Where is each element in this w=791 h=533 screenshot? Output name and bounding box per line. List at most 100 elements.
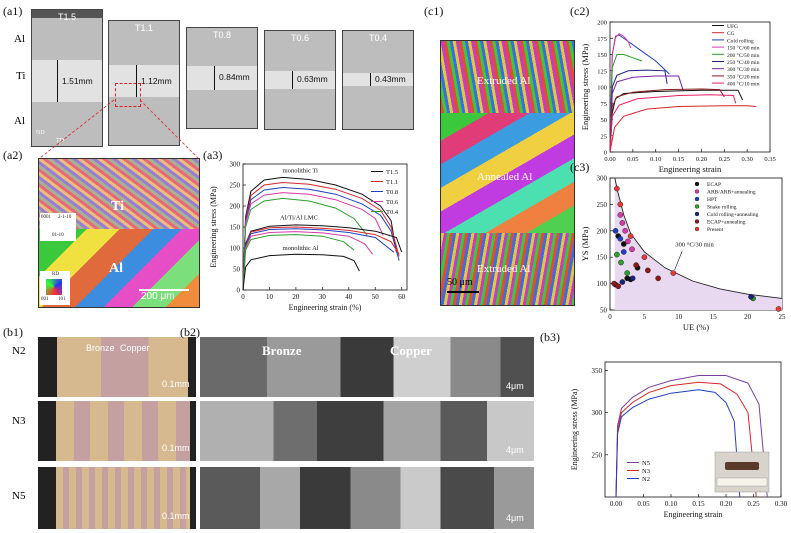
data-point bbox=[641, 254, 648, 260]
x-tick-label: 0.20 bbox=[696, 156, 707, 163]
cross-section-t15: T1.5 1.51mm ND TD bbox=[31, 9, 103, 147]
series-line bbox=[609, 75, 684, 153]
zoom-region-box bbox=[115, 83, 141, 107]
data-point bbox=[624, 270, 631, 276]
y-tick-label: 300 bbox=[230, 161, 241, 169]
x-tick-label: 0.25 bbox=[747, 500, 760, 508]
x-tick-label: 50 bbox=[372, 293, 380, 301]
y-tick-label: 150 bbox=[597, 254, 608, 262]
legend-label: 400 °C/10 min bbox=[727, 81, 760, 88]
annotation-arrow bbox=[674, 250, 683, 270]
row-label-n5: N5 bbox=[12, 490, 26, 502]
series-line bbox=[609, 69, 668, 153]
legend-label: 250 °C/40 min bbox=[727, 59, 760, 66]
legend-marker bbox=[694, 181, 700, 187]
legend-label: N5 bbox=[642, 460, 650, 467]
data-point bbox=[618, 259, 624, 266]
legend-label: T1.5 bbox=[386, 169, 398, 176]
specimen-shape bbox=[725, 462, 759, 470]
panel-label-c1: (c1) bbox=[424, 4, 444, 18]
scale-bar-label: 4μm bbox=[506, 381, 524, 391]
chart-annotation: 300 °C/30 min bbox=[675, 242, 714, 249]
series-line bbox=[242, 181, 400, 291]
series-line bbox=[242, 176, 397, 291]
y-tick-label: 50 bbox=[601, 117, 608, 124]
x-tick-label: 0.10 bbox=[665, 500, 678, 508]
data-point bbox=[617, 201, 624, 208]
data-point bbox=[615, 283, 622, 290]
legend-label: 350 °C/20 min bbox=[727, 73, 760, 80]
y-tick-label: 250 bbox=[592, 451, 603, 459]
legend-marker bbox=[694, 189, 700, 194]
data-point bbox=[617, 235, 624, 242]
x-tick-label: 30 bbox=[319, 293, 327, 301]
ipf-legend-hex: 0001 2-1-10 01-10 bbox=[40, 213, 76, 241]
data-point bbox=[748, 294, 754, 300]
legend-label: 150 °C/60 min bbox=[727, 45, 760, 52]
panel-label-b3: (b3) bbox=[540, 330, 560, 344]
chart-annotation: monolithic Al bbox=[283, 245, 319, 252]
thickness-arrow bbox=[57, 60, 58, 102]
panel-label-b2: (b2) bbox=[180, 325, 200, 339]
layer-label-al-bottom: Al bbox=[14, 115, 25, 127]
chart-annotation: Al/Ti/Al LMC bbox=[280, 214, 318, 221]
data-point bbox=[670, 270, 677, 276]
panel-label-b1: (b1) bbox=[3, 325, 23, 339]
legend-label: T0.4 bbox=[386, 209, 399, 216]
legend-label: 300 °C/30 min bbox=[727, 66, 760, 73]
legend-label: Cold rolling+annealing bbox=[707, 212, 758, 218]
data-point bbox=[612, 228, 619, 234]
annealed-al bbox=[441, 113, 574, 233]
x-tick-label: 25 bbox=[779, 313, 787, 321]
legend-marker bbox=[694, 204, 700, 209]
sample-tag: T0.4 bbox=[368, 33, 387, 43]
series-line bbox=[609, 33, 632, 153]
y-tick-label: 350 bbox=[592, 367, 603, 375]
cross-section-t06: T0.6 0.63mm bbox=[264, 30, 336, 130]
thickness-label: 1.12mm bbox=[141, 76, 172, 86]
legend-label: T1.1 bbox=[386, 179, 398, 186]
x-tick-label: 5 bbox=[643, 313, 647, 321]
y-tick-label: 150 bbox=[597, 52, 607, 59]
y-tick-label: 125 bbox=[597, 68, 607, 75]
ruler bbox=[716, 477, 768, 487]
series-line bbox=[242, 228, 395, 291]
x-axis-label: Engineering strain bbox=[664, 510, 723, 519]
data-point bbox=[655, 275, 661, 282]
y-tick-label: 0 bbox=[237, 287, 241, 295]
y-axis-label: Engineering stress (MPa) bbox=[209, 186, 218, 268]
axis-td-label: TD bbox=[56, 138, 64, 144]
y-axis-label: Engineering stress (MPa) bbox=[570, 389, 579, 471]
thickness-arrow bbox=[136, 65, 137, 97]
series-line bbox=[609, 89, 744, 153]
thickness-arrow bbox=[292, 71, 293, 89]
series-line bbox=[609, 34, 670, 153]
thickness-arrow bbox=[370, 73, 371, 86]
y-tick-label: 300 bbox=[597, 175, 608, 183]
y-tick-label: 100 bbox=[597, 280, 608, 288]
data-point bbox=[619, 279, 626, 285]
data-point bbox=[614, 185, 620, 192]
y-tick-label: 100 bbox=[230, 245, 241, 253]
series-line bbox=[242, 224, 403, 291]
x-tick-label: 0.05 bbox=[627, 156, 638, 163]
bronze-label: Bronze bbox=[86, 343, 115, 353]
ti-label: Ti bbox=[111, 199, 124, 214]
series-line bbox=[609, 54, 643, 153]
x-tick-label: 0.00 bbox=[610, 500, 623, 508]
series-line bbox=[242, 186, 400, 291]
scale-bar bbox=[447, 291, 479, 293]
optical-image-n3: 0.1mm bbox=[38, 401, 196, 461]
legend-marker bbox=[694, 196, 700, 202]
scale-bar-label: 4μm bbox=[506, 445, 524, 455]
chart-b3: 0.00 0.05 0.10 0.15 0.20 0.25 0.30 250 300 350 Eng… bbox=[570, 361, 788, 519]
panel-label-c3: (c3) bbox=[570, 160, 590, 174]
data-point bbox=[625, 238, 631, 245]
panel-label-a2: (a2) bbox=[3, 148, 23, 162]
region-label: Annealed Al bbox=[477, 171, 533, 183]
ecc-image-n2: Bronze Copper 4μm bbox=[200, 337, 534, 397]
x-tick-label: 15 bbox=[710, 313, 718, 321]
specimen-photo bbox=[714, 451, 770, 493]
data-point bbox=[619, 220, 626, 226]
data-point bbox=[629, 246, 635, 253]
